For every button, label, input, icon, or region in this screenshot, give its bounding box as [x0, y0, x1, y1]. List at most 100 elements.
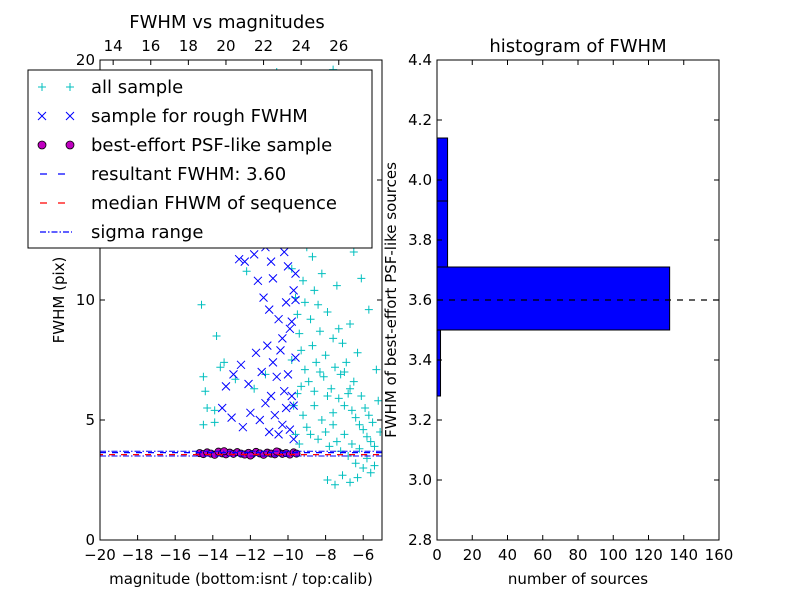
x-tick-label: −6	[352, 546, 374, 564]
rough-sample-point	[268, 274, 278, 283]
all-sample-point	[323, 476, 332, 484]
legend-entry: sample for rough FWHM	[37, 106, 308, 127]
rough-sample-point	[274, 314, 283, 324]
histogram-title: histogram of FWHM	[489, 36, 666, 57]
rough-sample-point	[251, 348, 261, 358]
rough-sample-point	[240, 257, 250, 266]
all-sample-point	[370, 461, 379, 470]
rough-sample-point	[279, 386, 289, 396]
y-tick-label: 3.8	[408, 231, 432, 249]
all-sample-point	[300, 298, 309, 307]
all-sample-point	[261, 370, 270, 379]
all-sample-point	[321, 428, 330, 436]
all-sample-point	[357, 392, 366, 400]
rough-sample-point	[283, 262, 293, 271]
all-sample-point	[327, 384, 336, 393]
all-sample-point	[323, 392, 332, 400]
legend-marker-swatch	[37, 111, 47, 121]
all-sample-point	[355, 420, 364, 429]
histogram-x-label: number of sources	[508, 570, 648, 588]
x-tick-label: −16	[159, 546, 191, 564]
legend-label: median FHWM of sequence	[91, 193, 337, 214]
y-tick-label: 4.0	[408, 171, 432, 189]
all-sample-point	[312, 358, 321, 367]
all-sample-point	[359, 425, 368, 434]
rough-sample-point	[259, 293, 268, 302]
all-sample-point	[201, 387, 210, 396]
legend-entry: resultant FWHM: 3.60	[40, 164, 286, 185]
all-sample-point	[364, 411, 373, 420]
all-sample-point	[304, 377, 313, 386]
rough-sample-point	[266, 257, 276, 266]
y-tick-label: 2.8	[408, 531, 432, 549]
x-tick-label: 120	[634, 546, 663, 564]
histogram-chart: 0 20 40 60 80 100 120 140 160 2.8 3.0 3.2 3.4 3.6 3.8 4…	[382, 36, 733, 588]
rough-sample-point	[278, 334, 287, 343]
rough-sample-point	[266, 391, 276, 401]
all-sample-point	[347, 440, 356, 448]
rough-sample-point	[257, 367, 267, 377]
all-sample-point	[347, 406, 356, 415]
all-sample-point	[210, 418, 219, 427]
all-sample-point	[340, 401, 349, 410]
legend-entry: all sample	[38, 77, 183, 98]
all-sample-point	[199, 372, 208, 381]
all-sample-point	[372, 365, 381, 374]
all-sample-point	[332, 281, 341, 290]
all-sample-point	[287, 356, 296, 364]
legend-marker-swatch	[66, 83, 74, 91]
legend-label: best-effort PSF-like sample	[91, 135, 332, 156]
all-sample-point	[210, 406, 219, 415]
y-tick-label: 4.2	[408, 111, 432, 129]
x-tick-label: −18	[122, 546, 154, 564]
legend-entry: best-effort PSF-like sample	[37, 135, 332, 156]
legend: all sample sample for rough FWHM best-effo…	[27, 69, 373, 249]
rough-sample-point	[289, 401, 298, 410]
all-sample-point	[346, 478, 355, 487]
histogram-ticks: 0 20 40 60 80 100 120 140 160 2.8 3.0 3.2 3.4 3.6 3.8 4…	[408, 51, 733, 564]
rough-sample-point	[264, 427, 274, 437]
all-sample-point	[334, 324, 343, 333]
x-tick-label: −14	[197, 546, 229, 564]
x-tick-label: −12	[235, 546, 267, 564]
legend-label: resultant FWHM: 3.60	[91, 164, 286, 185]
histogram-bar	[437, 329, 442, 397]
all-sample-point	[314, 300, 323, 309]
all-sample-point	[293, 310, 302, 319]
all-sample-point	[355, 444, 364, 453]
rough-sample-point	[291, 269, 300, 278]
all-sample-point	[351, 413, 360, 422]
legend-label: sigma range	[91, 222, 203, 243]
top-x-tick-label: 26	[329, 37, 348, 55]
all-sample-point	[346, 384, 355, 393]
rough-sample-point	[281, 403, 291, 413]
y-tick-label: 3.2	[408, 411, 432, 429]
rough-sample-point	[217, 403, 227, 413]
all-sample-point	[317, 269, 326, 278]
all-sample-point	[332, 437, 341, 446]
all-sample-point	[308, 252, 317, 261]
rough-sample-point	[272, 372, 282, 382]
all-sample-point	[353, 473, 362, 482]
y-tick-label: 3.6	[408, 291, 432, 309]
rough-sample-point	[229, 370, 238, 379]
rough-sample-point	[279, 247, 289, 257]
x-tick-label: 60	[533, 546, 552, 564]
all-sample-point	[302, 423, 311, 432]
all-sample-point	[349, 248, 358, 256]
all-sample-point	[242, 267, 251, 276]
legend-label: sample for rough FWHM	[91, 106, 308, 127]
top-x-tick-label: 24	[292, 37, 311, 55]
all-sample-point	[338, 471, 347, 480]
scatter-x-label: magnitude (bottom:isnt / top:calib)	[109, 570, 373, 588]
all-sample-point	[306, 315, 315, 324]
all-sample-point	[366, 437, 375, 446]
all-sample-point	[199, 420, 208, 429]
top-x-tick-label: 14	[104, 37, 123, 55]
all-sample-point	[321, 351, 330, 360]
all-sample-point	[310, 286, 319, 295]
all-sample-point	[366, 468, 375, 477]
all-sample-point	[310, 401, 319, 410]
all-sample-point	[325, 442, 334, 451]
all-sample-point	[329, 334, 338, 343]
